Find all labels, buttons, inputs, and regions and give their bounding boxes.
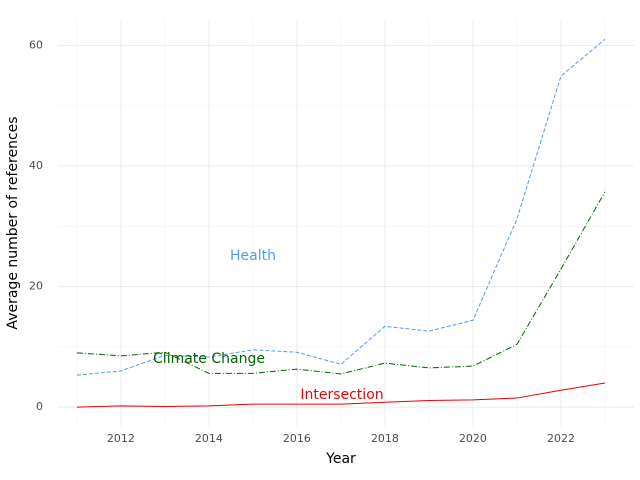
x-tick-label: 2022	[547, 432, 575, 445]
x-tick-label: 2016	[283, 432, 311, 445]
x-tick-label: 2018	[371, 432, 399, 445]
series-line	[76, 382, 606, 408]
y-tick-label: 20	[29, 280, 43, 293]
x-axis-title: Year	[325, 451, 356, 467]
y-tick-label: 0	[36, 400, 43, 413]
y-axis-title: Average number of references	[5, 116, 21, 329]
series-line	[76, 38, 606, 376]
annotation: Health	[230, 248, 276, 264]
x-tick-label: 2020	[459, 432, 487, 445]
annotation: Intersection	[300, 387, 383, 403]
x-tick-label: 2014	[195, 432, 223, 445]
y-tick-label: 60	[29, 38, 43, 51]
annotation: Climate Change	[153, 351, 265, 367]
x-tick-label: 2012	[107, 432, 135, 445]
series-line	[76, 191, 606, 375]
y-tick-label: 40	[29, 159, 43, 172]
